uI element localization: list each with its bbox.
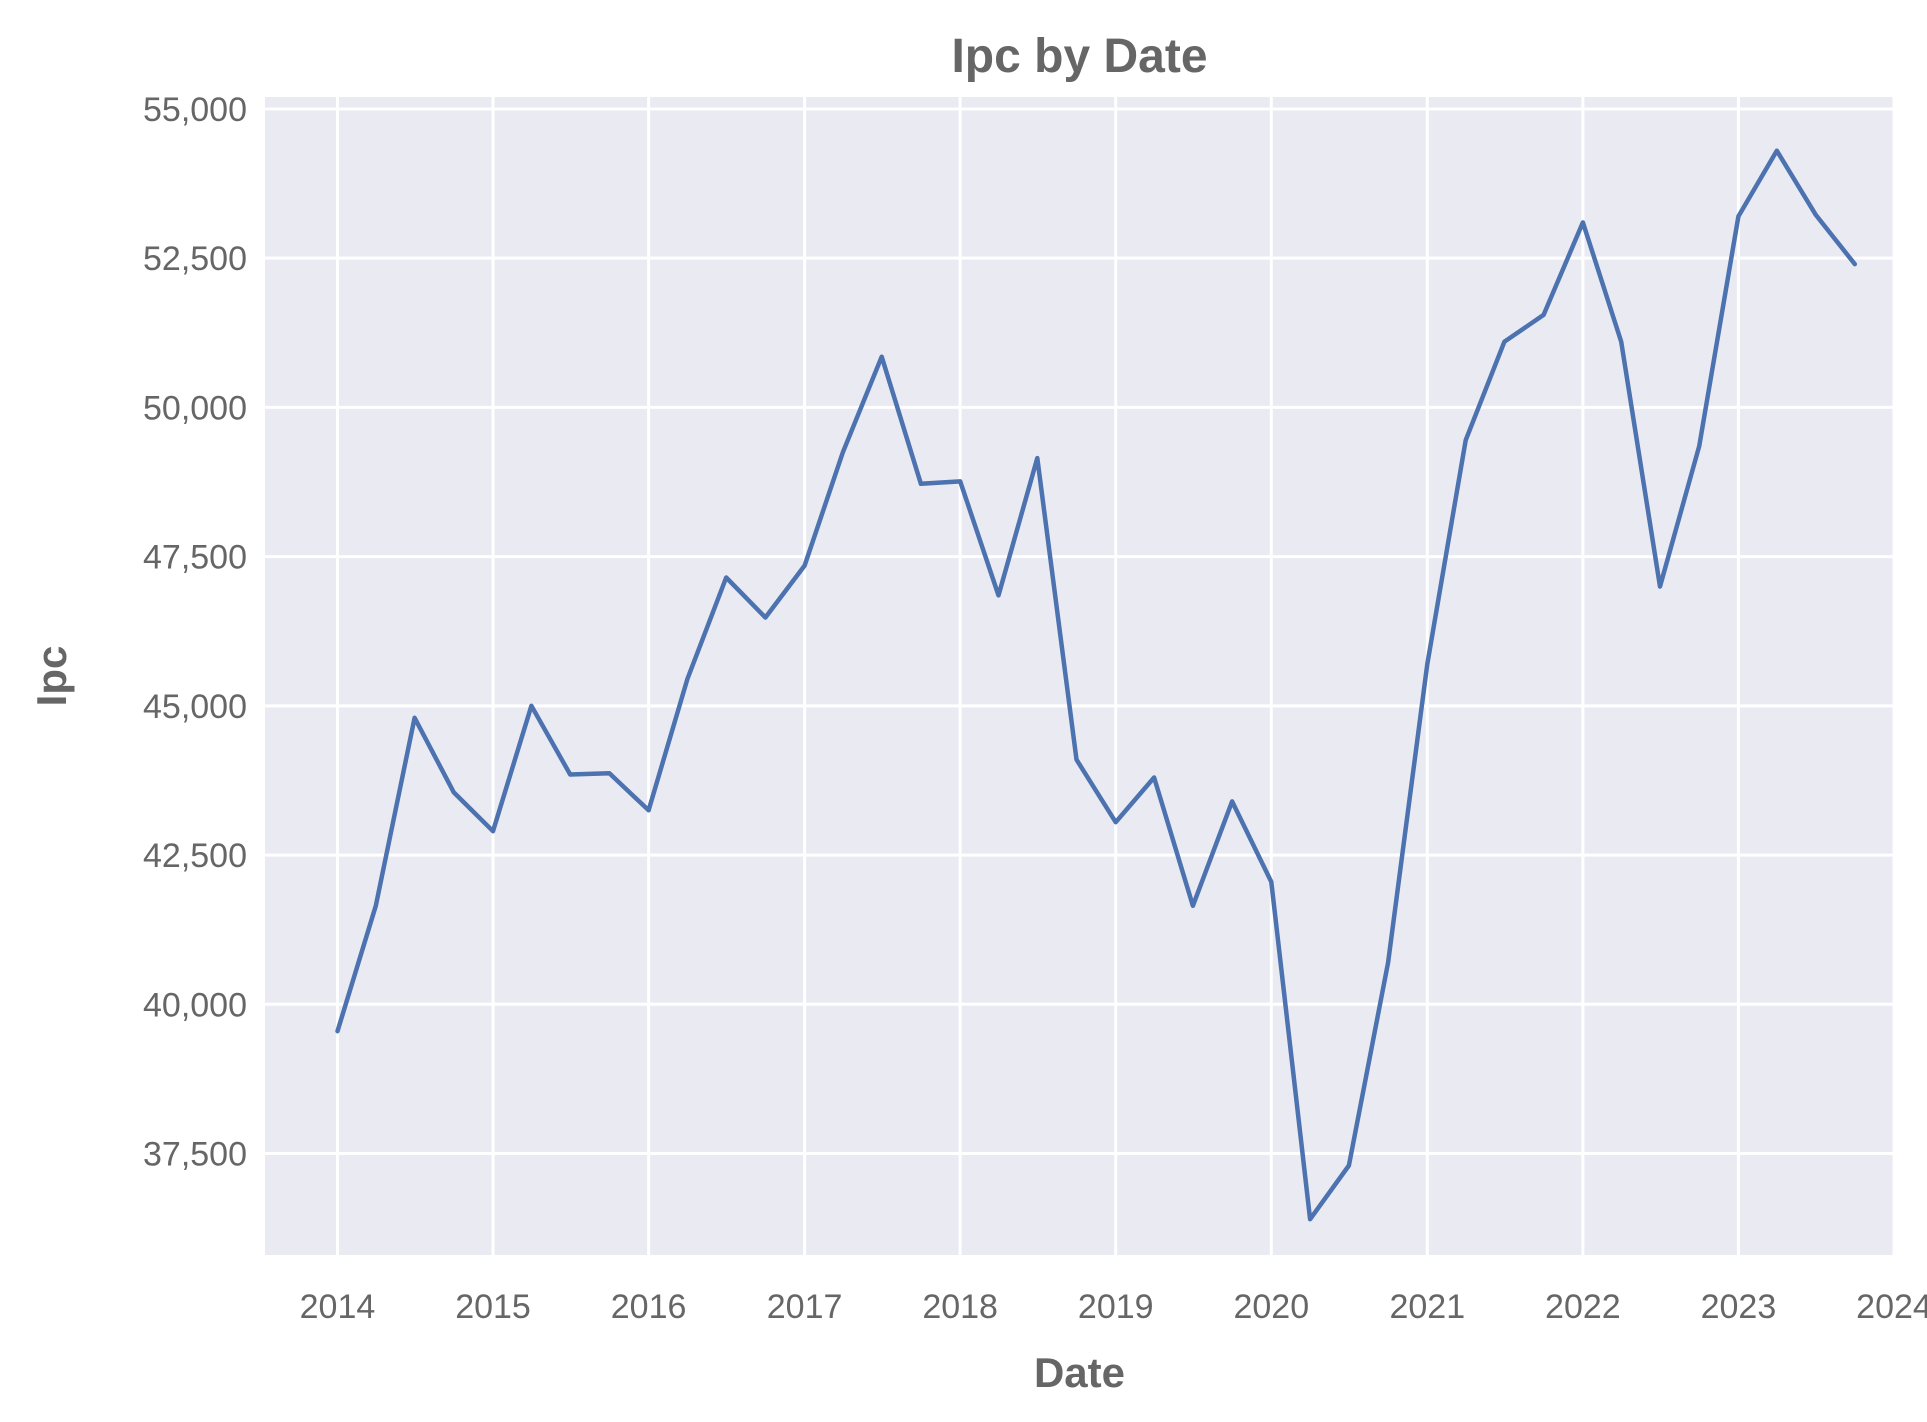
series-line	[335, 148, 1858, 1222]
x-tick-label: 2024	[1856, 1288, 1927, 1326]
plot-area	[265, 97, 1894, 1255]
x-tick-label: 2023	[1701, 1288, 1777, 1326]
gridlines	[265, 97, 1896, 1255]
y-tick-label: 37,500	[143, 1136, 247, 1174]
x-tick-label: 2015	[455, 1288, 531, 1326]
chart-title: Ipc by Date	[951, 30, 1207, 83]
x-tick-label: 2021	[1389, 1288, 1465, 1326]
x-tick-label: 2018	[922, 1288, 998, 1326]
x-tick-label: 2022	[1545, 1288, 1621, 1326]
y-axis-title: Ipc	[28, 646, 75, 707]
x-tick-label: 2014	[300, 1288, 376, 1326]
y-tick-label: 50,000	[143, 389, 247, 427]
x-tick-label: 2017	[767, 1288, 843, 1326]
y-tick-label: 52,500	[143, 240, 247, 278]
x-tick-label: 2020	[1233, 1288, 1309, 1326]
y-axis-ticks: 37,500 40,000 42,500 45,000 47,500 50,000 52,5…	[143, 91, 247, 1174]
x-axis-title: Date	[1034, 1349, 1125, 1396]
y-tick-label: 40,000	[143, 986, 247, 1024]
y-tick-label: 42,500	[143, 837, 247, 875]
y-tick-label: 55,000	[143, 91, 247, 129]
x-tick-label: 2019	[1078, 1288, 1154, 1326]
y-tick-label: 47,500	[143, 539, 247, 577]
series-layer	[335, 148, 1858, 1222]
x-tick-label: 2016	[611, 1288, 687, 1326]
x-axis-ticks: 2014 2015 2016 2017 2018 2019 2020 2021 2022 2023…	[300, 1288, 1927, 1326]
y-tick-label: 45,000	[143, 688, 247, 726]
